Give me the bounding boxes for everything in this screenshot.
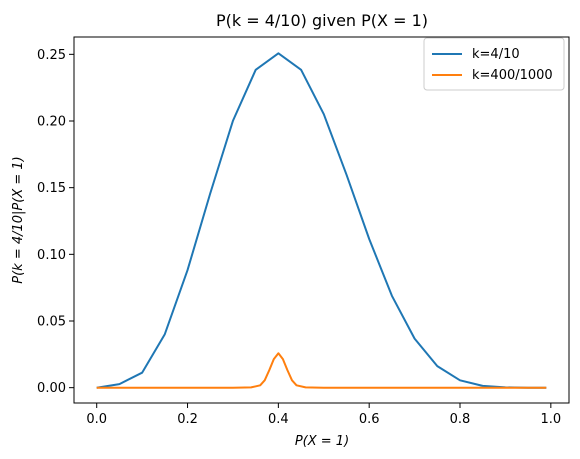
plot-area — [96, 52, 547, 389]
plot-frame — [73, 36, 570, 404]
legend-label-k-4-10: k=4/10 — [472, 47, 520, 62]
series-line-k-4-10 — [96, 52, 547, 389]
legend-label-k-400-1000: k=400/1000 — [472, 68, 553, 83]
x-tick-label: 0.4 — [268, 412, 289, 427]
y-tick-label: 0.10 — [37, 248, 66, 263]
legend-box — [423, 37, 565, 91]
chart-title: P(k = 4/10) given P(X = 1) — [216, 11, 428, 30]
x-tick-label: 0.8 — [450, 412, 471, 427]
y-tick-label: 0.15 — [37, 181, 66, 196]
y-tick-label: 0.20 — [37, 115, 66, 130]
y-tick-label: 0.00 — [37, 381, 66, 396]
x-tick-label: 1.0 — [540, 412, 561, 427]
legend: k=4/10 k=400/1000 — [423, 37, 565, 91]
y-tick-label: 0.05 — [37, 315, 66, 330]
x-axis-label: P(X = 1) — [295, 434, 349, 449]
x-tick-label: 0.0 — [86, 412, 107, 427]
x-tick-label: 0.6 — [359, 412, 380, 427]
axes: 0.0 0.2 0.4 0.6 0.8 1.0 0.00 0.05 0.10 0.15 0.20 0.… — [37, 36, 570, 427]
x-tick-label: 0.2 — [177, 412, 198, 427]
y-tick-label: 0.25 — [37, 48, 66, 63]
y-axis-label: P(k = 4/10|P(X = 1) — [11, 156, 26, 284]
series-line-k-400-1000 — [96, 352, 547, 389]
